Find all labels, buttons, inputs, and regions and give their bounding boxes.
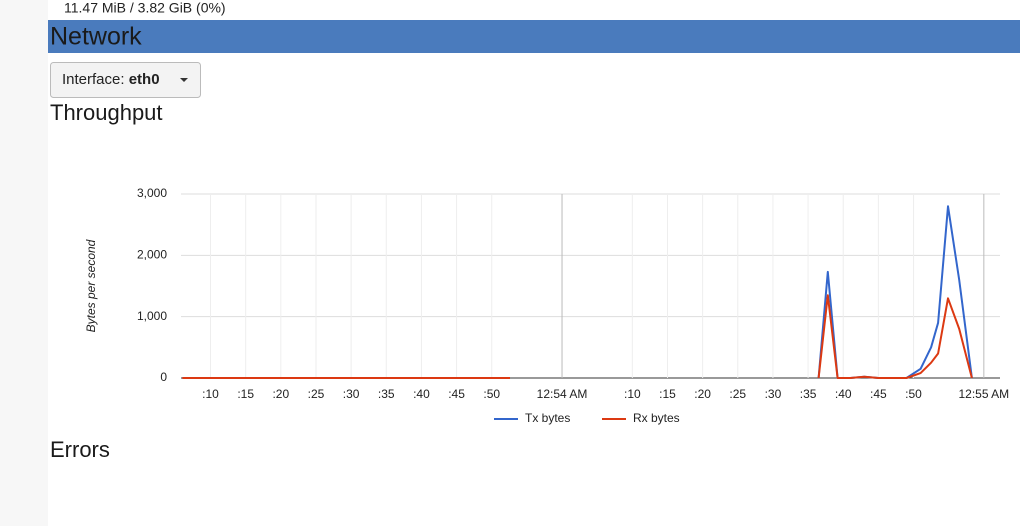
- y-axis-label: Bytes per second: [84, 239, 98, 332]
- x-tick-label: :10: [624, 387, 641, 401]
- x-tick-label: :25: [308, 387, 325, 401]
- x-tick-label: :35: [378, 387, 395, 401]
- y-tick-label: 1,000: [137, 309, 167, 323]
- section-title: Network: [50, 23, 142, 51]
- caret: [180, 78, 188, 82]
- x-tick-label: :20: [694, 387, 711, 401]
- section-heading: Throughput: [50, 100, 163, 125]
- legend-label: Rx bytes: [633, 411, 680, 425]
- x-tick-label: :35: [800, 387, 817, 401]
- section-header: [48, 20, 1020, 53]
- x-tick-label: :15: [659, 387, 676, 401]
- x-tick-label: :10: [202, 387, 219, 401]
- x-tick-label: :20: [272, 387, 289, 401]
- x-tick-label: 12:54 AM: [537, 387, 588, 401]
- y-tick-label: 0: [160, 370, 167, 384]
- x-tick-label: :30: [765, 387, 782, 401]
- dropdown-label: Interface: eth0: [62, 71, 160, 88]
- dropdown-button[interactable]: [50, 62, 201, 98]
- label: Interface:: [62, 71, 125, 88]
- x-tick-label: :15: [237, 387, 254, 401]
- section-heading: Errors: [50, 437, 110, 462]
- value: eth0: [129, 71, 160, 88]
- series-line: [182, 294, 973, 379]
- x-tick-label: :40: [835, 387, 852, 401]
- y-tick-label: 3,000: [137, 186, 167, 200]
- x-tick-label: :30: [343, 387, 360, 401]
- legend-label: Tx bytes: [525, 411, 570, 425]
- x-tick-label: :50: [905, 387, 922, 401]
- x-tick-label: :45: [870, 387, 887, 401]
- x-tick-label: :45: [448, 387, 465, 401]
- x-tick-label: :50: [483, 387, 500, 401]
- x-tick-label: :40: [413, 387, 430, 401]
- series-line: [182, 205, 973, 379]
- interface-dropdown[interactable]: Interface: eth0: [50, 62, 201, 98]
- memory-usage: 11.47 MiB / 3.82 GiB (0%): [64, 0, 226, 16]
- side-margin: [0, 0, 48, 526]
- x-tick-label: :25: [729, 387, 746, 401]
- y-tick-label: 2,000: [137, 248, 167, 262]
- x-tick-label: 12:55 AM: [958, 387, 1009, 401]
